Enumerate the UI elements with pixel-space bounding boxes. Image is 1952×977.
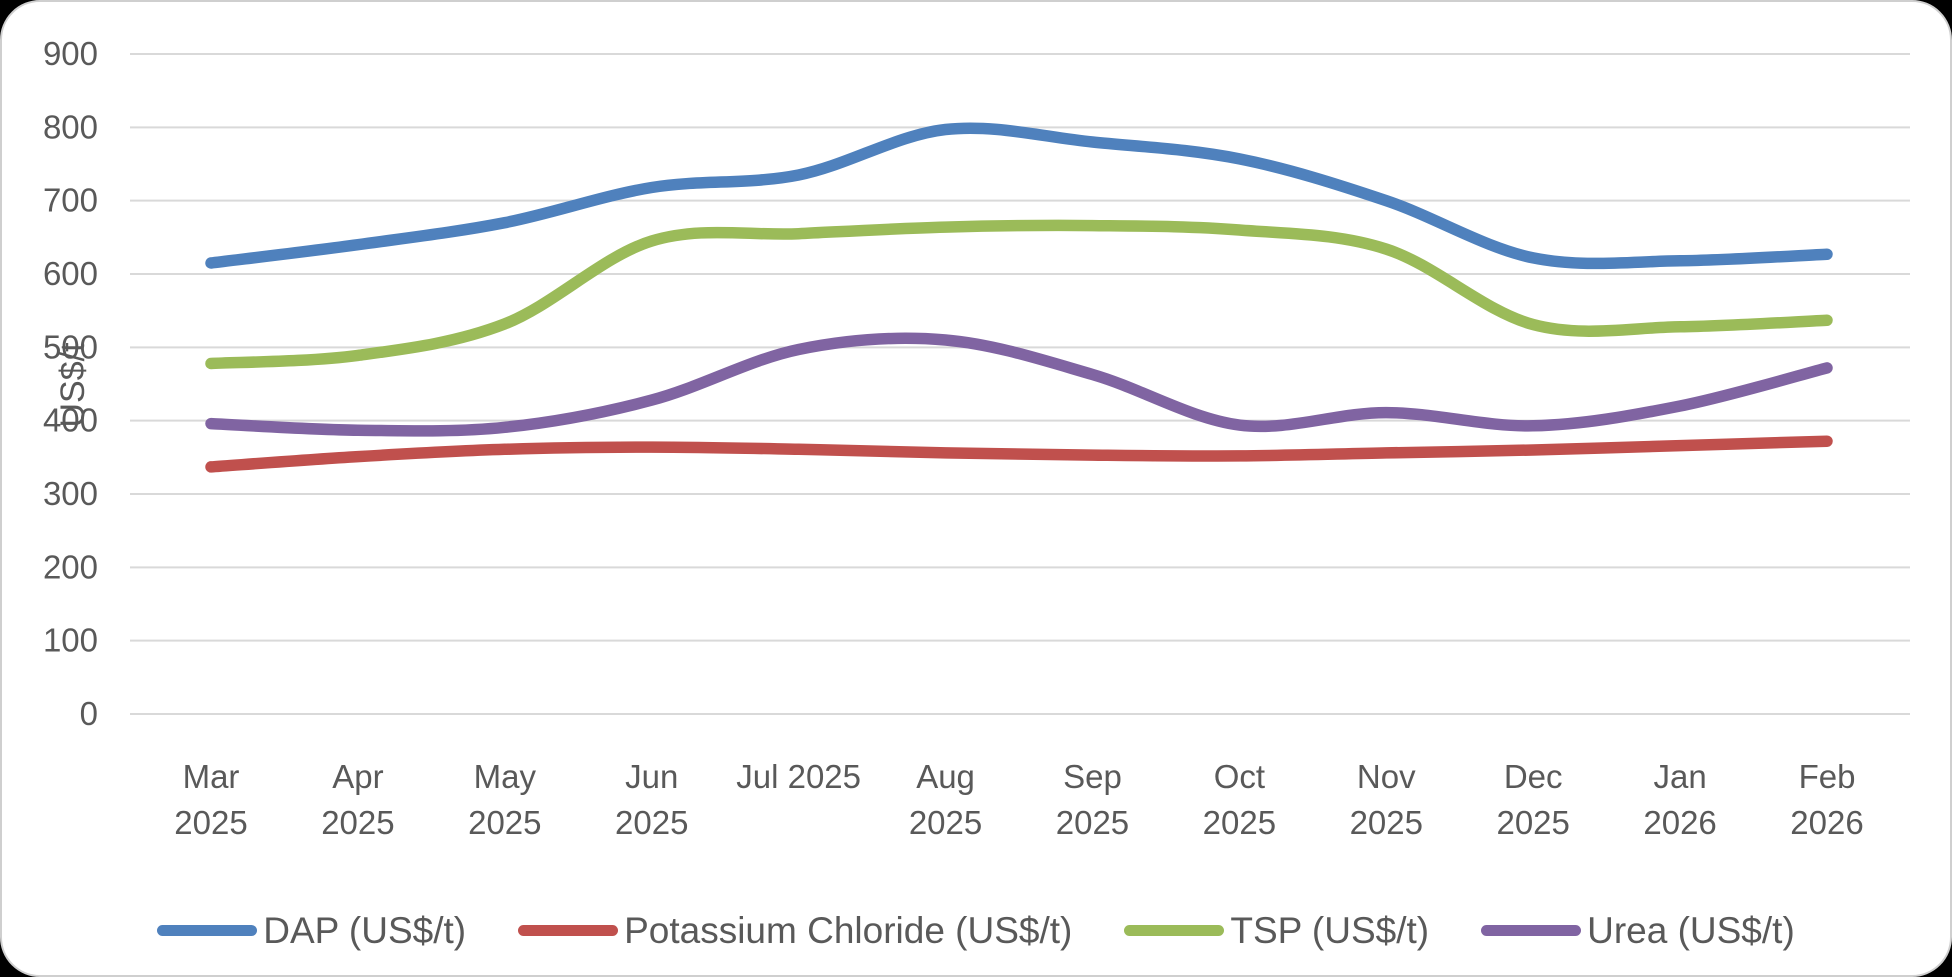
x-tick-label: 2026 (1643, 804, 1716, 841)
x-tick-label: Oct (1214, 758, 1265, 795)
x-tick-label: Jul 2025 (736, 758, 861, 795)
y-tick-label: 700 (43, 182, 98, 219)
series-line-tsp (205, 219, 1833, 370)
x-tick-label: 2025 (615, 804, 688, 841)
legend-label: Urea (US$/t) (1587, 910, 1795, 951)
series-line-urea (205, 332, 1833, 437)
x-tick-label: 2025 (1203, 804, 1276, 841)
x-tick-label: Jan (1653, 758, 1706, 795)
series-line-dap (205, 122, 1833, 270)
x-tick-label: Nov (1357, 758, 1416, 795)
legend-item-potassium: Potassium Chloride (US$/t) (518, 912, 1072, 949)
x-tick-label: 2025 (1350, 804, 1423, 841)
y-tick-label: 0 (80, 695, 98, 732)
y-tick-label: 800 (43, 108, 98, 145)
x-tick-label: 2025 (174, 804, 247, 841)
x-tick-label: 2025 (1496, 804, 1569, 841)
x-tick-label: 2025 (468, 804, 541, 841)
x-tick-label: May (474, 758, 537, 795)
y-tick-label: 300 (43, 475, 98, 512)
y-axis-tick-labels: 900 800 700 600 500 400 300 200 100 0 (43, 35, 98, 732)
x-tick-label: Jun (625, 758, 678, 795)
series-lines (205, 122, 1833, 473)
x-tick-label: 2025 (1056, 804, 1129, 841)
y-tick-label: 600 (43, 255, 98, 292)
legend-item-urea: Urea (US$/t) (1481, 912, 1795, 949)
x-tick-label: Sep (1063, 758, 1122, 795)
y-tick-label: 400 (43, 402, 98, 439)
y-tick-label: 200 (43, 548, 98, 585)
x-tick-label: 2026 (1790, 804, 1863, 841)
y-tick-label: 900 (43, 35, 98, 72)
legend-swatch (1481, 925, 1582, 936)
legend-label: Potassium Chloride (US$/t) (624, 910, 1073, 951)
x-tick-label: Dec (1504, 758, 1563, 795)
y-tick-label: 100 (43, 622, 98, 659)
x-tick-label: 2025 (321, 804, 394, 841)
y-axis-title: US$/t (54, 342, 92, 428)
gridlines (130, 53, 1910, 715)
legend-swatch (157, 925, 258, 936)
y-tick-label: 500 (43, 328, 98, 365)
x-tick-label: 2025 (909, 804, 982, 841)
series-line-potassium (205, 435, 1833, 473)
chart-legend: DAP (US$/t) Potassium Chloride (US$/t) TSP… (2, 912, 1950, 949)
x-tick-label: Feb (1799, 758, 1856, 795)
legend-label: TSP (US$/t) (1230, 910, 1430, 951)
x-tick-label: Apr (332, 758, 383, 795)
legend-item-tsp: TSP (US$/t) (1124, 912, 1429, 949)
legend-swatch (518, 925, 619, 936)
legend-swatch (1124, 925, 1225, 936)
legend-item-dap: DAP (US$/t) (157, 912, 466, 949)
x-tick-label: Mar (183, 758, 240, 795)
x-axis-labels: Mar 2025 Apr 2025 May 2025 Jun 2025 Jul 2025 Aug 2… (174, 758, 1863, 841)
legend-label: DAP (US$/t) (263, 910, 467, 951)
x-tick-label: Aug (916, 758, 975, 795)
